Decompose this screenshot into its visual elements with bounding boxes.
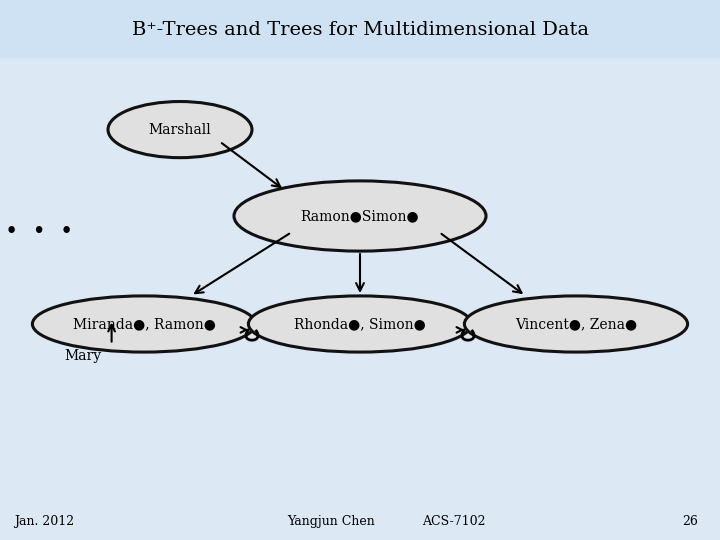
Text: •  •  •: • • •	[6, 221, 73, 243]
Text: Vincent●, Zena●: Vincent●, Zena●	[515, 317, 637, 331]
Text: Yangjun Chen: Yangjun Chen	[287, 515, 375, 528]
Ellipse shape	[32, 296, 256, 352]
Ellipse shape	[108, 102, 252, 158]
Ellipse shape	[248, 296, 472, 352]
Text: Jan. 2012: Jan. 2012	[14, 515, 75, 528]
Ellipse shape	[464, 296, 688, 352]
Text: Marshall: Marshall	[148, 123, 212, 137]
Ellipse shape	[234, 181, 486, 251]
Text: Ramon●Simon●: Ramon●Simon●	[301, 209, 419, 223]
FancyBboxPatch shape	[0, 0, 720, 57]
Text: ACS-7102: ACS-7102	[422, 515, 485, 528]
Text: Miranda●, Ramon●: Miranda●, Ramon●	[73, 317, 215, 331]
Text: Rhonda●, Simon●: Rhonda●, Simon●	[294, 317, 426, 331]
Text: Mary: Mary	[64, 349, 102, 363]
Text: B⁺-Trees and Trees for Multidimensional Data: B⁺-Trees and Trees for Multidimensional …	[132, 21, 588, 39]
Text: 26: 26	[683, 515, 698, 528]
